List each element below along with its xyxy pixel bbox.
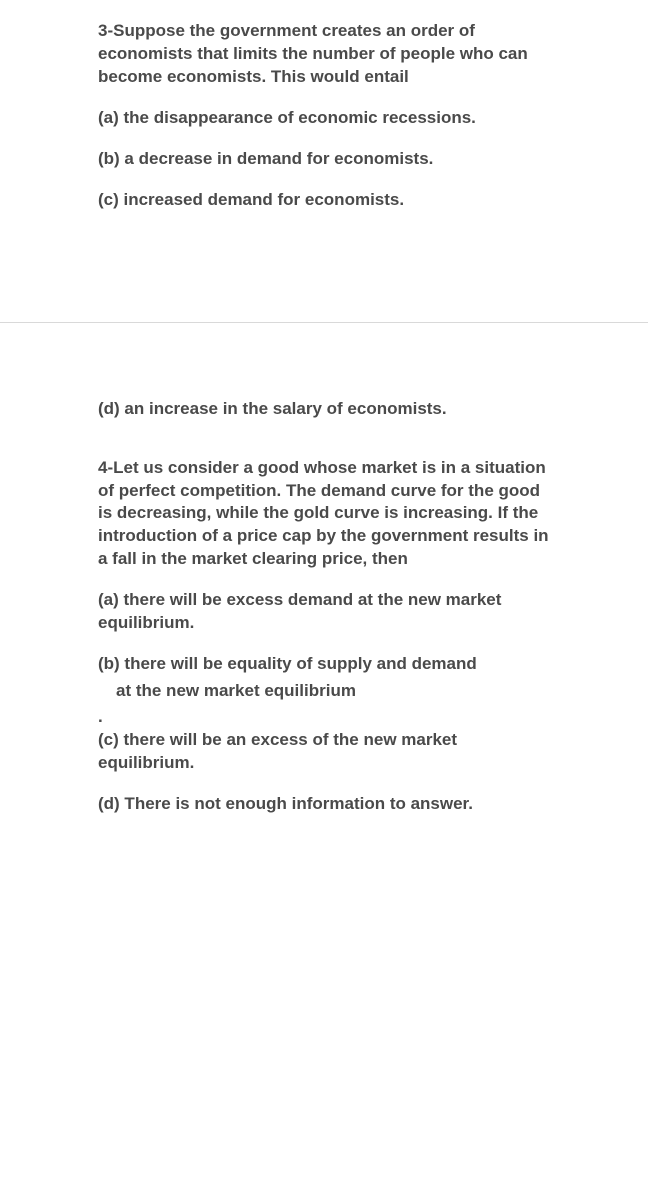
question-4-option-b-line1: (b) there will be equality of supply and… bbox=[98, 653, 550, 676]
question-4-option-b-line2: at the new market equilibrium bbox=[98, 680, 550, 703]
question-4-option-d: (d) There is not enough information to a… bbox=[98, 793, 550, 816]
question-3-option-d: (d) an increase in the salary of economi… bbox=[98, 398, 550, 421]
stray-dot: . bbox=[98, 707, 550, 727]
question-4-option-a: (a) there will be excess demand at the n… bbox=[98, 589, 550, 635]
question-3-block: 3-Suppose the government creates an orde… bbox=[0, 0, 648, 322]
question-3-option-a: (a) the disappearance of economic recess… bbox=[98, 107, 550, 130]
question-4-prompt: 4-Let us consider a good whose market is… bbox=[98, 457, 550, 572]
question-3-4-block: (d) an increase in the salary of economi… bbox=[0, 323, 648, 854]
question-4-option-c: (c) there will be an excess of the new m… bbox=[98, 729, 550, 775]
question-3-option-c: (c) increased demand for economists. bbox=[98, 189, 550, 212]
question-3-prompt: 3-Suppose the government creates an orde… bbox=[98, 20, 550, 89]
question-3-option-b: (b) a decrease in demand for economists. bbox=[98, 148, 550, 171]
